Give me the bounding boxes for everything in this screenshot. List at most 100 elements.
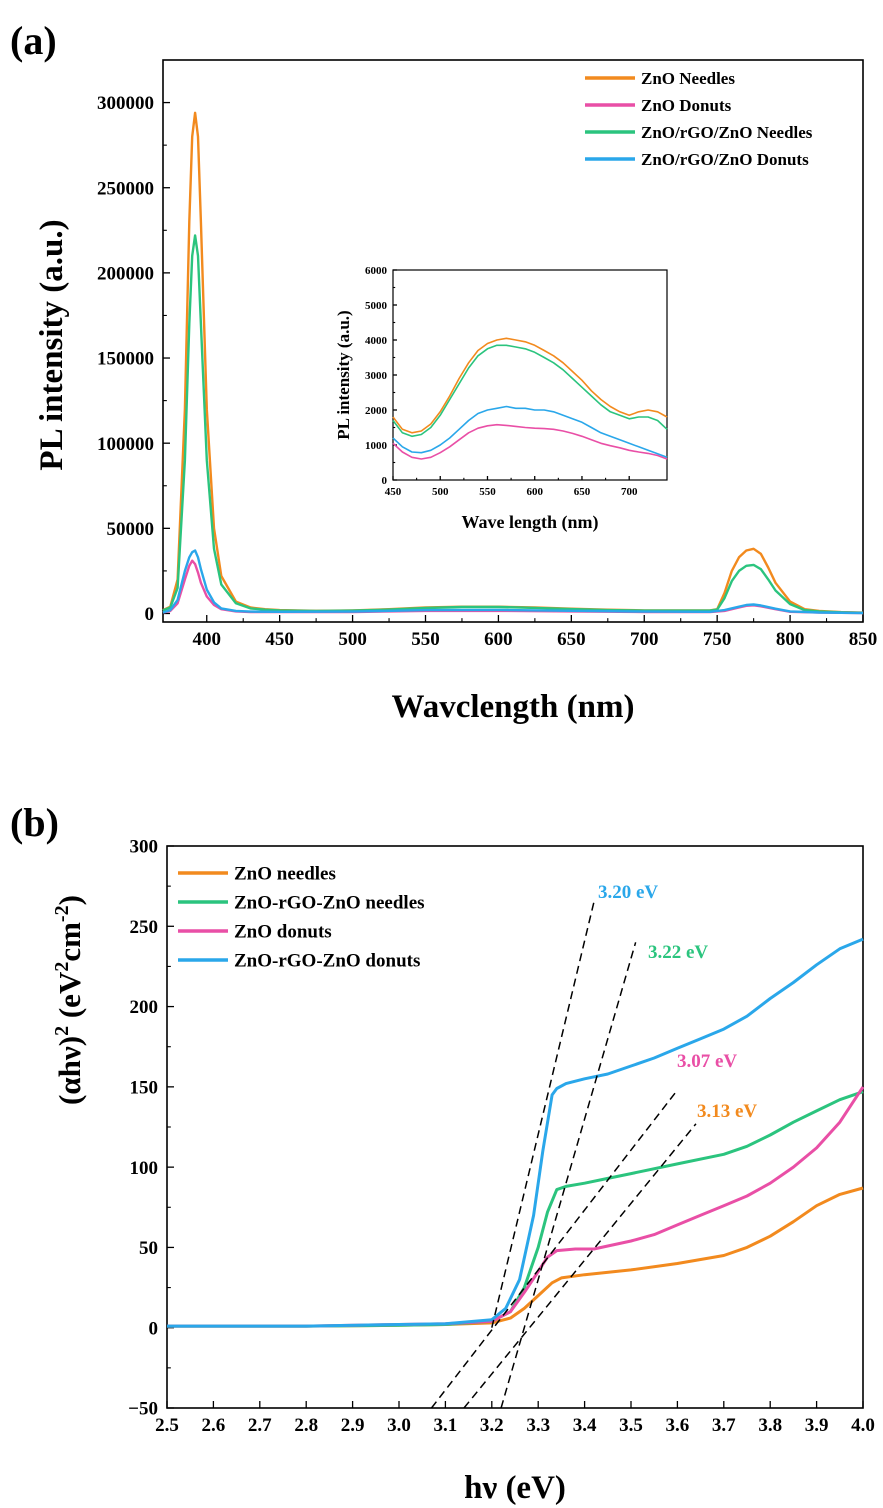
legend-label: ZnO needles (234, 864, 336, 885)
y-tick-label: 50000 (107, 519, 155, 540)
y-tick-label: 200 (130, 997, 159, 1018)
tangent-line (463, 1123, 697, 1409)
x-tick-label: 450 (385, 486, 402, 498)
x-tick-label: 450 (265, 629, 294, 650)
x-tick-label: 750 (703, 629, 732, 650)
panel-a-x-axis: 400 450 500 550 600 650 700 750 800 850 (193, 615, 878, 650)
legend-label: ZnO donuts (234, 922, 332, 943)
series-line-zno-rgo-zno-needles (392, 344, 668, 438)
x-tick-label: 550 (411, 629, 440, 650)
y-tick-label: 150000 (97, 349, 154, 370)
x-tick-label: 550 (479, 486, 496, 498)
series-line-zno-donuts (392, 423, 668, 460)
y-tick-label: 150 (130, 1078, 159, 1099)
x-tick-label: 3.9 (805, 1415, 829, 1436)
panel-a-x-axis-title: Wavclength (nm) (392, 689, 635, 725)
series-line-zno-rgo-zno-donuts (167, 937, 864, 1328)
panel-b-tangent-lines: 3.20 eV 3.22 eV 3.07 eV 3.13 eV (430, 882, 757, 1409)
tangent-line (491, 902, 595, 1328)
y-tick-label: 50 (139, 1238, 158, 1259)
series-line-zno-needles (392, 337, 668, 434)
panel-b-x-axis-title: hν (eV) (464, 1470, 566, 1506)
panel-a-label: (a) (10, 18, 57, 63)
y-tick-label: 100 (130, 1158, 159, 1179)
y-tick-label: 2000 (365, 405, 388, 417)
legend-label: ZnO Donuts (641, 96, 732, 115)
x-tick-label: 800 (776, 629, 805, 650)
x-tick-label: 850 (849, 629, 878, 650)
y-tick-label: 300 (130, 837, 159, 858)
y-tick-label: 0 (149, 1318, 159, 1339)
y-tick-label: 5000 (365, 300, 388, 312)
x-tick-label: 400 (193, 629, 222, 650)
y-tick-label: 6000 (365, 265, 388, 277)
x-tick-label: 2.9 (341, 1415, 365, 1436)
x-tick-label: 4.0 (851, 1415, 875, 1436)
x-tick-label: 3.7 (712, 1415, 736, 1436)
legend-label: ZnO-rGO-ZnO donuts (234, 951, 420, 972)
panel-b-y-axis-title: (αhν)2 (eV2cm-2) (51, 895, 87, 1105)
x-tick-label: 3.5 (619, 1415, 643, 1436)
panel-b-chart: −50 0 50 100 150 200 250 300 2.5 2.6 2.7 2.8 2.9 3.0… (51, 837, 875, 1506)
y-tick-label: 4000 (365, 335, 388, 347)
x-tick-label: 3.2 (480, 1415, 504, 1436)
series-line-zno-rgo-zno-donuts (162, 549, 864, 615)
panel-a-y-axis-title: PL intensity (a.u.) (34, 219, 70, 470)
panel-a-y-axis: 0 50000 100000 150000 200000 250000 300000 (97, 93, 170, 625)
panel-b-label: (b) (10, 800, 59, 845)
series-line-zno-rgo-zno-needles (162, 234, 864, 614)
band-gap-label: 3.20 eV (598, 882, 658, 903)
x-tick-label: 600 (484, 629, 513, 650)
x-tick-label: 3.0 (387, 1415, 411, 1436)
panel-b-x-axis: 2.5 2.6 2.7 2.8 2.9 3.0 3.1 3.2 3.3 3.4 3.5 3.6 3.7 3… (155, 1401, 875, 1436)
band-gap-label: 3.07 eV (677, 1051, 737, 1072)
inset-x-axis: 450 500 550 600 650 700 (385, 476, 638, 498)
y-tick-label: 250000 (97, 178, 154, 199)
x-tick-label: 650 (574, 486, 591, 498)
y-tick-label: 200000 (97, 264, 154, 285)
band-gap-label: 3.22 eV (648, 942, 708, 963)
x-tick-label: 3.4 (573, 1415, 597, 1436)
x-tick-label: 3.6 (666, 1415, 690, 1436)
panel-a-frame (162, 59, 864, 623)
legend-label: ZnO Needles (641, 69, 735, 88)
inset-x-axis-title: Wave length (nm) (462, 512, 599, 533)
x-tick-label: 3.3 (526, 1415, 550, 1436)
y-tick-label: 0 (145, 604, 155, 625)
legend-label: ZnO-rGO-ZnO needles (234, 893, 425, 914)
inset-y-axis-title: PL intensity (a.u.) (334, 310, 353, 439)
tangent-line (430, 1089, 678, 1409)
y-tick-label: −50 (128, 1399, 158, 1420)
y-tick-label: 0 (382, 475, 388, 487)
y-tick-label: 1000 (365, 440, 388, 452)
panel-b-legend: ZnO needles ZnO-rGO-ZnO needles ZnO donuts… (178, 864, 425, 972)
tangent-line (500, 942, 637, 1409)
y-tick-label: 100000 (97, 434, 154, 455)
y-tick-label: 300000 (97, 93, 154, 114)
x-tick-label: 600 (526, 486, 543, 498)
y-tick-label: 250 (130, 917, 159, 938)
legend-label: ZnO/rGO/ZnO Needles (641, 123, 813, 142)
panel-b-y-axis: −50 0 50 100 150 200 250 300 (128, 837, 174, 1420)
x-tick-label: 500 (338, 629, 367, 650)
x-tick-label: 3.8 (758, 1415, 782, 1436)
x-tick-label: 3.1 (434, 1415, 458, 1436)
y-tick-label: 3000 (365, 370, 388, 382)
band-gap-label: 3.13 eV (697, 1101, 757, 1122)
x-tick-label: 700 (621, 486, 638, 498)
panel-a-legend: ZnO Needles ZnO Donuts ZnO/rGO/ZnO Needles… (585, 69, 813, 169)
x-tick-label: 500 (432, 486, 449, 498)
panel-a-plot-area (162, 111, 864, 615)
inset-plot-area (392, 337, 668, 460)
x-tick-label: 2.7 (248, 1415, 272, 1436)
x-tick-label: 700 (630, 629, 659, 650)
panel-b-plot-area (167, 937, 865, 1328)
series-line-zno-rgo-zno-donuts (392, 405, 668, 459)
x-tick-label: 650 (557, 629, 586, 650)
x-tick-label: 2.6 (202, 1415, 226, 1436)
inset-y-axis: 0 1000 2000 3000 4000 5000 6000 (365, 265, 397, 487)
x-tick-label: 2.5 (155, 1415, 179, 1436)
legend-label: ZnO/rGO/ZnO Donuts (641, 150, 809, 169)
